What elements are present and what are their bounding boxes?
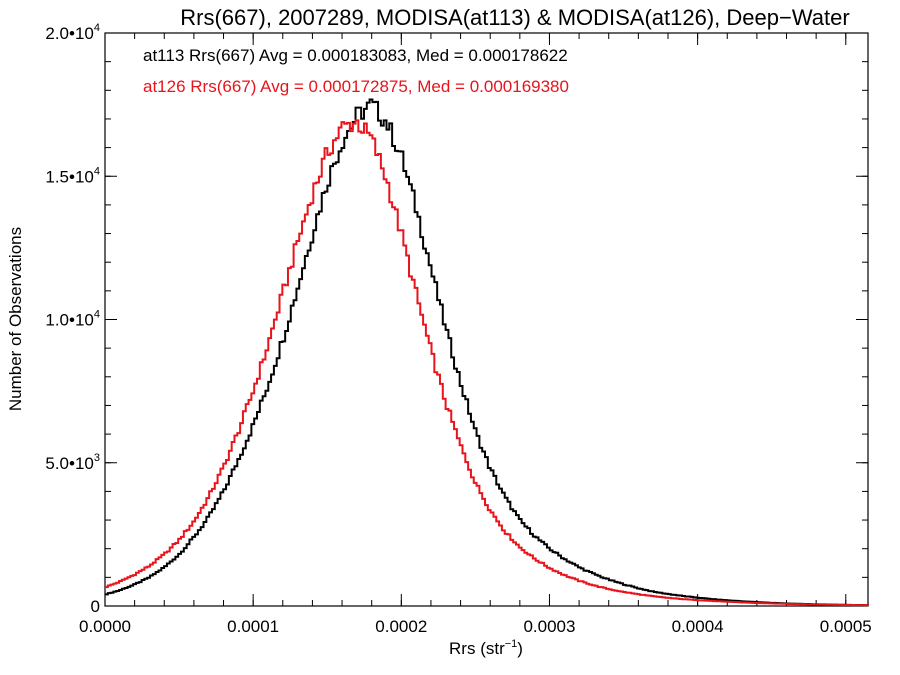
- x-tick-label-5: 0.0005: [820, 617, 872, 636]
- legend-entry-at126: at126 Rrs(667) Avg = 0.000172875, Med = …: [143, 77, 569, 96]
- y-tick-label-1: 5.0•103: [45, 452, 100, 473]
- x-tick-label-1: 0.0001: [227, 617, 279, 636]
- legend-entry-at113: at113 Rrs(667) Avg = 0.000183083, Med = …: [143, 46, 568, 65]
- chart-title: Rrs(667), 2007289, MODISA(at113) & MODIS…: [180, 5, 849, 30]
- series-layer: [105, 98, 869, 607]
- axis-ticks: [104, 32, 868, 607]
- axis-tick-labels: 0.0000 0.0001 0.0002 0.0003 0.0004 0.0005 0 5.0…: [45, 22, 871, 636]
- x-tick-label-3: 0.0003: [523, 617, 575, 636]
- x-tick-label-4: 0.0004: [672, 617, 724, 636]
- y-tick-label-2: 1.0•104: [45, 309, 100, 330]
- x-tick-label-0: 0.0000: [79, 617, 131, 636]
- series-line-at113: [105, 98, 869, 607]
- y-tick-label-0: 0: [91, 597, 100, 616]
- y-tick-label-4: 2.0•104: [45, 22, 100, 43]
- y-tick-label-3: 1.5•104: [45, 165, 100, 186]
- x-tick-label-2: 0.0002: [375, 617, 427, 636]
- y-axis-label: Number of Observations: [6, 227, 25, 411]
- x-axis-label: Rrs (str−1): [449, 638, 523, 658]
- plot-frame: [104, 32, 869, 607]
- series-line-at126: [105, 119, 869, 607]
